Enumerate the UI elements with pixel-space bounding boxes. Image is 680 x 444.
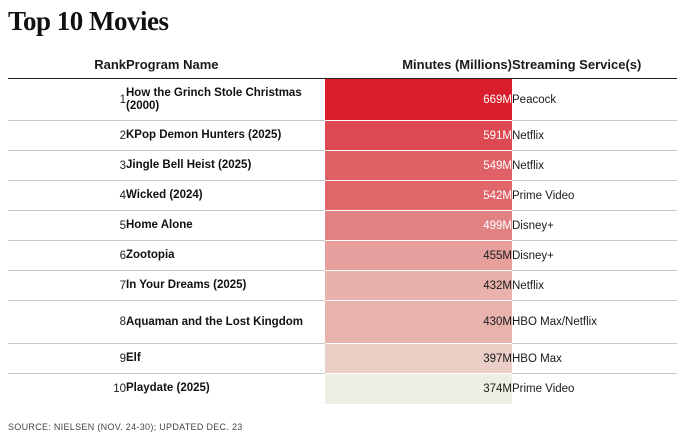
minutes-heat-cell: 669M [325, 78, 512, 121]
source-note: SOURCE: NIELSEN (NOV. 24-30); UPDATED DE… [8, 422, 243, 432]
streaming-service-cell: Netflix [512, 270, 677, 301]
column-header-streaming-service: Streaming Service(s) [512, 50, 677, 79]
table-row: 1 How the Grinch Stole Christmas (2000) … [8, 78, 677, 121]
table-row: 5 Home Alone 499M Disney+ [8, 210, 677, 241]
minutes-heat-cell: 430M [325, 300, 512, 344]
table-row: 7 In Your Dreams (2025) 432M Netflix [8, 270, 677, 301]
program-name-cell: KPop Demon Hunters (2025) [126, 120, 325, 151]
rank-cell: 7 [8, 270, 126, 301]
streaming-service-cell: Prime Video [512, 382, 575, 395]
minutes-heat-cell: 549M [325, 150, 512, 181]
rank-cell: 5 [8, 210, 126, 241]
streaming-service-cell: Disney+ [512, 240, 677, 271]
program-name-cell: Wicked (2024) [126, 180, 325, 211]
table-row: 9 Elf 397M HBO Max [8, 343, 677, 374]
streaming-service-cell: Netflix [512, 150, 677, 181]
rank-cell: 1 [8, 78, 126, 121]
minutes-heat-cell: 499M [325, 210, 512, 241]
program-name-cell: Jingle Bell Heist (2025) [126, 150, 325, 181]
minutes-heat-cell: 542M [325, 180, 512, 211]
rank-cell: 8 [8, 300, 126, 344]
page-title: Top 10 Movies [8, 6, 169, 36]
table-header-row: Rank Program Name Minutes (Millions) Str… [8, 50, 677, 79]
program-name-cell: Zootopia [126, 240, 325, 271]
minutes-heat-cell: 374M [325, 373, 512, 404]
program-name-cell: Playdate (2025) [126, 382, 210, 395]
program-name-cell: How the Grinch Stole Christmas (2000) [126, 78, 325, 121]
column-header-minutes: Minutes (Millions) [325, 50, 512, 79]
rank-cell: 3 [8, 150, 126, 181]
rank-cell: 6 [8, 240, 126, 271]
program-name-cell: Elf [126, 343, 325, 374]
table-row: 10 Playdate (2025) 374M Prime Video [8, 373, 677, 404]
streaming-service-cell: Prime Video [512, 180, 677, 211]
table-row: 2 KPop Demon Hunters (2025) 591M Netflix [8, 120, 677, 151]
column-header-program-name: Program Name [126, 50, 325, 79]
rank-cell: 4 [8, 180, 126, 211]
minutes-heat-cell: 455M [325, 240, 512, 271]
rank-cell: 10 [113, 382, 126, 395]
program-name-cell: Home Alone [126, 210, 325, 241]
table-row: 3 Jingle Bell Heist (2025) 549M Netflix [8, 150, 677, 181]
minutes-heat-cell: 397M [325, 343, 512, 374]
streaming-service-cell: HBO Max/Netflix [512, 300, 677, 344]
top-movies-table: Rank Program Name Minutes (Millions) Str… [8, 50, 677, 404]
streaming-service-cell: Disney+ [512, 210, 677, 241]
table-row: 6 Zootopia 455M Disney+ [8, 240, 677, 271]
program-name-cell: Aquaman and the Lost Kingdom [126, 300, 325, 344]
minutes-heat-cell: 432M [325, 270, 512, 301]
table-row: 8 Aquaman and the Lost Kingdom 430M HBO … [8, 300, 677, 344]
streaming-service-cell: Peacock [512, 78, 677, 121]
table-row: 4 Wicked (2024) 542M Prime Video [8, 180, 677, 211]
minutes-heat-cell: 591M [325, 120, 512, 151]
streaming-service-cell: HBO Max [512, 343, 677, 374]
program-name-cell: In Your Dreams (2025) [126, 270, 325, 301]
rank-cell: 9 [8, 343, 126, 374]
streaming-service-cell: Netflix [512, 120, 677, 151]
column-header-rank: Rank [8, 50, 126, 79]
rank-cell: 2 [8, 120, 126, 151]
